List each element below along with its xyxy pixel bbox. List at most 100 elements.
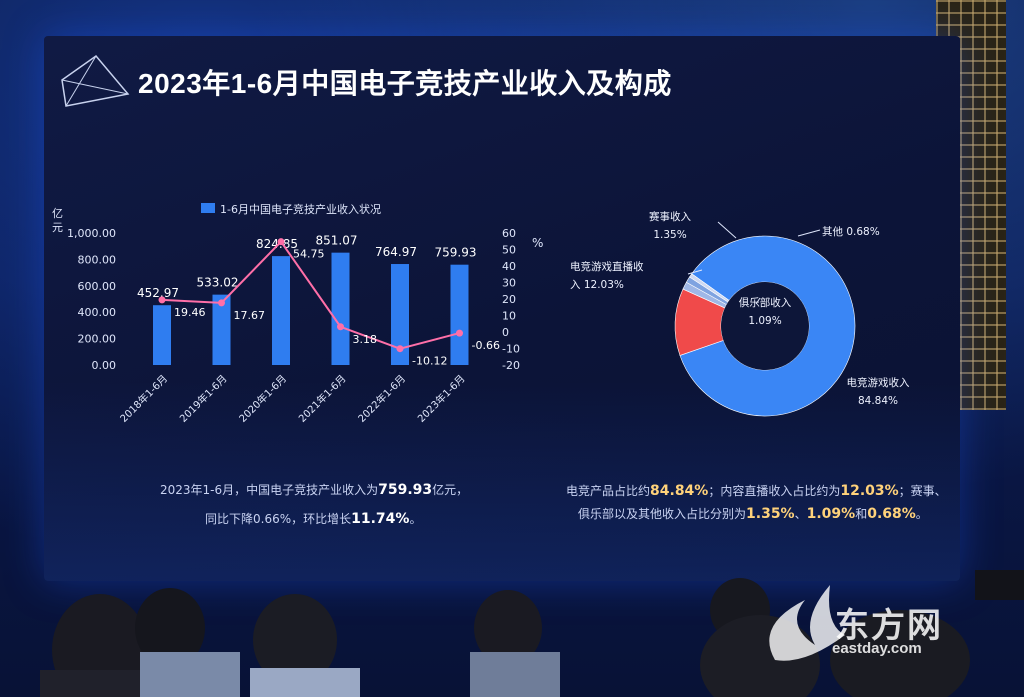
watermark-logo-icon [769,585,845,661]
y-tick-label: 400.00 [78,306,117,319]
summary-text: 。 [915,507,928,521]
x-axis-labels: 2018年1-6月 2019年1-6月 2020年1-6月 2021年1-6月 2022… [117,372,467,425]
y2-axis-unit: % [532,236,543,250]
y2-tick-label: 0 [502,326,509,339]
y2-tick-label: -10 [502,343,520,356]
donut-label: 84.84% [858,395,898,407]
leader-line [755,297,761,305]
summary-right-line1: 电竞产品占比约84.84%；内容直播收入占比约为12.03%；赛事、 [566,482,947,499]
line-point [456,329,463,337]
legend-swatch [201,203,215,213]
screen-glow [44,381,960,581]
donut-hole [721,282,809,370]
summary-text: 、 [794,507,807,521]
summary-text: 。 [409,512,422,526]
donut-label: 1.09% [748,315,781,327]
line-value-label: -10.12 [412,355,447,368]
donut-label: 其他 0.68% [822,225,880,238]
x-tick-label: 2019年1-6月 [177,372,230,425]
x-tick-label: 2022年1-6月 [355,372,408,425]
x-tick-label: 2023年1-6月 [415,372,468,425]
bar [391,264,409,365]
bar-series [153,252,469,365]
summary-highlight: 759.93 [378,482,433,498]
summary-text: 和 [855,507,868,521]
triangle-logo-icon [61,54,130,107]
line-point [396,345,404,353]
bar [450,264,469,365]
donut-label: 俱乐部收入 [739,296,792,309]
growth-points [158,238,463,353]
y-tick-label: 800.00 [78,253,117,266]
summary-right-line2: 俱乐部以及其他收入占比分别为1.35%、1.09%和0.68%。 [578,505,928,522]
bar-value-labels: 452.97 533.02 824.85 851.07 764.97 759.93 [137,234,477,301]
summary-highlight: 1.09% [806,506,856,522]
bar-value-label: 533.02 [197,276,239,290]
y2-tick-label: 40 [502,260,516,273]
bar [153,305,171,365]
y2-tick-label: 30 [502,277,516,290]
line-value-label: -0.66 [472,339,500,352]
summary-text: 同比下降0.66%，环比增长 [205,512,352,526]
bar-value-label: 851.07 [316,234,358,248]
bar [272,256,290,365]
growth-value-labels: 19.46 17.67 54.75 3.18 -10.12 -0.66 [174,248,500,368]
donut-slices [674,235,856,417]
bar [331,252,350,365]
y2-tick-label: 10 [502,310,516,323]
slide-title: 2023年1-6月中国电子竞技产业收入及构成 [138,68,672,99]
leader-line [717,221,737,239]
x-tick-label: 2020年1-6月 [236,372,289,425]
summary-highlight: 84.84% [650,483,709,499]
y-tick-label: 1,000.00 [67,227,116,240]
leader-line [687,269,703,275]
y-tick-label: 200.00 [78,333,117,346]
line-point [218,299,225,307]
x-tick-label: 2018年1-6月 [117,372,170,425]
y-tick-label: 0.00 [92,359,117,372]
summary-left-line1: 2023年1-6月，中国电子竞技产业收入为759.93亿元， [160,481,468,498]
summary-text: 2023年1-6月，中国电子竞技产业收入为 [160,483,379,497]
summary-highlight: 0.68% [867,506,916,522]
leader-line [797,229,821,237]
summary-text: 亿元， [432,483,469,497]
y2-tick-label: 50 [502,244,516,257]
summary-text: ；赛事、 [898,484,947,498]
bar [212,294,231,365]
audience-silhouettes [40,570,1024,697]
line-value-label: 54.75 [293,248,325,261]
summary-left-line2: 同比下降0.66%，环比增长11.74%。 [205,510,421,527]
legend-label: 1-6月中国电子竞技产业收入状况 [220,202,381,216]
summary-text: 电竞产品占比约 [566,484,651,498]
line-value-label: 19.46 [174,306,206,319]
y2-tick-label: 20 [502,293,516,306]
donut-label: 电竞游戏收入 [847,376,910,389]
revenue-combo-chart: 1-6月中国电子竞技产业收入状况 亿 元 % 1,000.00 800.00 600… [52,202,543,425]
summary-highlight: 12.03% [840,483,899,499]
bar-value-label: 759.93 [435,246,477,260]
summary-highlight: 11.74% [351,511,410,527]
donut-label: 1.35% [653,229,686,241]
line-value-label: 17.67 [234,309,266,322]
line-point [277,238,285,246]
donut-label: 入 12.03% [570,279,624,291]
watermark-brand: 东方网 [835,607,943,645]
y-axis-ticks: 1,000.00 800.00 600.00 400.00 200.00 0.00 [67,227,116,372]
y2-tick-label: -20 [502,359,520,372]
line-point [337,323,344,331]
summary-text: ；内容直播收入占比约为 [708,484,841,498]
bar-value-label: 452.97 [137,286,179,300]
x-tick-label: 2021年1-6月 [296,372,349,425]
bar-value-label: 764.97 [375,245,417,259]
line-point [158,296,166,304]
summary-highlight: 1.35% [746,506,795,522]
y-axis-unit: 亿 元 [52,207,67,234]
donut-leader-lines [687,221,821,305]
growth-line [161,240,460,350]
y-tick-label: 600.00 [78,280,117,293]
presentation-screen [44,36,960,581]
donut-label: 赛事收入 [649,210,691,223]
donut-label: 电竞游戏直播收 [570,260,644,273]
